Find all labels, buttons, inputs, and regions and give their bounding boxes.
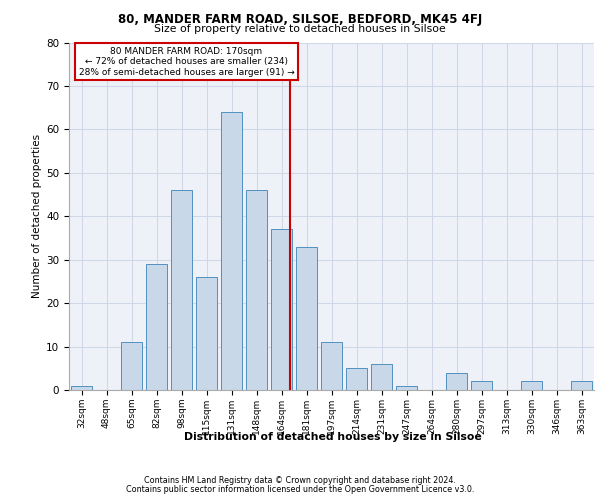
Bar — [446, 372, 467, 390]
Bar — [171, 190, 192, 390]
Bar — [221, 112, 242, 390]
Text: Contains HM Land Registry data © Crown copyright and database right 2024.: Contains HM Land Registry data © Crown c… — [144, 476, 456, 485]
Bar — [321, 342, 342, 390]
Bar — [196, 277, 217, 390]
Bar — [521, 382, 542, 390]
Bar — [296, 246, 317, 390]
Bar — [246, 190, 267, 390]
Bar — [121, 342, 142, 390]
Bar — [571, 382, 592, 390]
Text: Contains public sector information licensed under the Open Government Licence v3: Contains public sector information licen… — [126, 485, 474, 494]
Bar — [396, 386, 417, 390]
Text: 80 MANDER FARM ROAD: 170sqm
← 72% of detached houses are smaller (234)
28% of se: 80 MANDER FARM ROAD: 170sqm ← 72% of det… — [79, 47, 295, 76]
Text: Size of property relative to detached houses in Silsoe: Size of property relative to detached ho… — [154, 24, 446, 34]
Bar — [371, 364, 392, 390]
Bar — [471, 382, 492, 390]
Bar — [346, 368, 367, 390]
Text: Distribution of detached houses by size in Silsoe: Distribution of detached houses by size … — [184, 432, 482, 442]
Text: 80, MANDER FARM ROAD, SILSOE, BEDFORD, MK45 4FJ: 80, MANDER FARM ROAD, SILSOE, BEDFORD, M… — [118, 12, 482, 26]
Bar — [146, 264, 167, 390]
Y-axis label: Number of detached properties: Number of detached properties — [32, 134, 42, 298]
Bar — [271, 230, 292, 390]
Bar — [71, 386, 92, 390]
